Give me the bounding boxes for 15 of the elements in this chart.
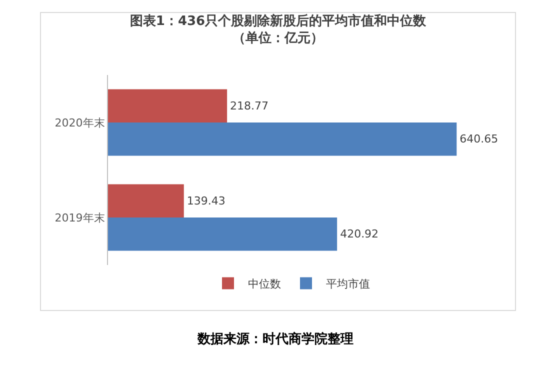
- data-label: 420.92: [340, 228, 379, 241]
- bar: [108, 218, 338, 251]
- source-note: 数据来源：时代商学院整理: [196, 330, 354, 348]
- legend-label: 中位数: [248, 278, 281, 291]
- chart-subtitle: （单位：亿元）: [232, 30, 324, 46]
- bar: [108, 184, 184, 218]
- y-tick-label: 2020年末: [54, 116, 105, 130]
- chart-title: 图表1：436只个股剔除新股后的平均市值和中位数: [130, 12, 428, 29]
- legend-label: 平均市值: [326, 278, 370, 291]
- data-label: 640.65: [460, 132, 498, 146]
- y-tick-label: 2019年末: [54, 211, 105, 224]
- data-label: 218.77: [230, 99, 269, 112]
- bar: [108, 89, 228, 122]
- data-label: 139.43: [186, 194, 226, 208]
- bar: [108, 122, 457, 156]
